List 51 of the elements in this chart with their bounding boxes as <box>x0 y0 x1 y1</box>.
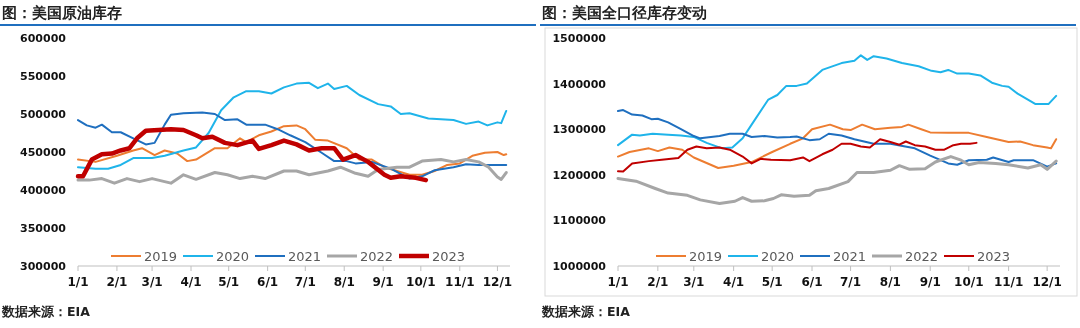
x-tick-label: 4/1 <box>180 275 202 289</box>
legend-label: 2023 <box>432 249 466 264</box>
legend-label: 2022 <box>905 249 939 264</box>
y-tick-label: 350000 <box>20 222 67 235</box>
x-tick-label: 11/1 <box>993 275 1024 289</box>
chart-title: 图：美国全口径库存变动 <box>542 4 707 22</box>
x-tick-label: 1/1 <box>607 275 629 289</box>
x-tick-label: 2/1 <box>106 275 128 289</box>
x-tick-label: 3/1 <box>683 275 705 289</box>
x-tick-label: 8/1 <box>879 275 901 289</box>
legend-label: 2021 <box>833 249 867 264</box>
legend-label: 2022 <box>360 249 394 264</box>
x-tick-label: 7/1 <box>294 275 316 289</box>
x-tick-label: 10/1 <box>406 275 436 289</box>
x-tick-label: 1/1 <box>67 275 89 289</box>
x-tick-label: 6/1 <box>257 275 279 289</box>
y-tick-label: 1400000 <box>552 77 607 91</box>
x-tick-label: 3/1 <box>141 275 163 289</box>
y-tick-label: 450000 <box>20 146 67 159</box>
legend-label: 2020 <box>216 249 250 264</box>
y-tick-label: 500000 <box>20 108 67 121</box>
source-note: 数据来源：EIA <box>1 304 91 319</box>
legend-label: 2019 <box>689 249 723 264</box>
y-tick-label: 1100000 <box>552 214 607 228</box>
legend-label: 2019 <box>144 249 178 264</box>
y-tick-label: 600000 <box>20 32 67 45</box>
x-tick-label: 6/1 <box>801 275 823 289</box>
x-tick-label: 10/1 <box>954 275 984 289</box>
y-tick-label: 1000000 <box>552 260 607 273</box>
y-tick-label: 1300000 <box>552 123 607 137</box>
x-tick-label: 12/1 <box>1032 275 1062 289</box>
x-tick-label: 9/1 <box>372 275 394 289</box>
y-tick-label: 1200000 <box>552 168 607 182</box>
x-tick-label: 5/1 <box>218 275 240 289</box>
x-tick-label: 12/1 <box>482 275 513 289</box>
x-tick-label: 4/1 <box>723 275 745 289</box>
x-tick-label: 7/1 <box>840 275 862 289</box>
legend-label: 2020 <box>761 249 795 264</box>
chart-title: 图：美国原油库存 <box>2 4 122 22</box>
x-tick-label: 5/1 <box>761 275 783 289</box>
source-note: 数据来源：EIA <box>541 304 631 319</box>
x-tick-label: 11/1 <box>445 275 475 289</box>
x-tick-label: 2/1 <box>647 275 669 289</box>
x-tick-label: 9/1 <box>919 275 941 289</box>
y-tick-label: 300000 <box>20 260 67 273</box>
legend-label: 2021 <box>288 249 322 264</box>
y-tick-label: 400000 <box>20 184 67 197</box>
x-tick-label: 8/1 <box>333 275 355 289</box>
y-tick-label: 1500000 <box>552 32 607 45</box>
y-tick-label: 550000 <box>20 70 67 83</box>
legend-label: 2023 <box>977 249 1011 264</box>
